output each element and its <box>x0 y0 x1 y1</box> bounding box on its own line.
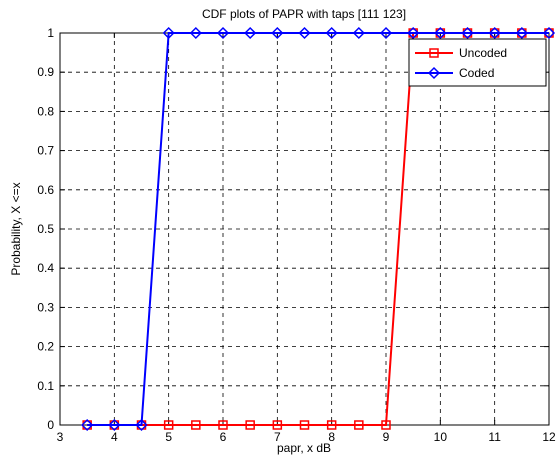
square-marker <box>163 420 174 430</box>
diamond-marker <box>189 26 202 40</box>
grid <box>60 33 549 425</box>
x-tick-label: 6 <box>220 430 227 444</box>
diamond-marker <box>427 66 441 80</box>
series-group <box>81 26 556 432</box>
y-axis-label: Probability, X <=x <box>9 182 23 275</box>
diamond-marker <box>216 26 230 40</box>
x-tick-label: 9 <box>383 430 390 444</box>
square-marker <box>245 420 255 430</box>
diamond-marker <box>461 26 474 40</box>
y-tick-label: 0.8 <box>37 104 54 118</box>
x-tick-label: 8 <box>328 430 335 444</box>
y-tick-label: 0.6 <box>37 183 54 197</box>
diamond-marker <box>271 26 284 40</box>
x-tick-label: 11 <box>488 430 501 444</box>
diamond-marker <box>135 418 148 432</box>
diamond-marker <box>162 26 175 40</box>
diamond-marker <box>434 26 447 40</box>
x-tick-label: 12 <box>542 430 556 444</box>
square-marker <box>191 420 201 430</box>
y-tick-label: 0.4 <box>37 261 54 275</box>
legend-box <box>408 38 547 87</box>
series-coded <box>81 26 556 432</box>
diamond-marker <box>108 418 121 432</box>
diamond-marker <box>542 26 556 40</box>
x-tick-label: 4 <box>111 430 118 444</box>
y-tick-label: 0.9 <box>37 65 54 79</box>
diamond-marker <box>325 26 338 40</box>
legend-label: Uncoded <box>459 46 507 60</box>
y-tick-label: 0.3 <box>37 300 54 314</box>
square-marker <box>299 420 310 430</box>
square-marker <box>272 420 283 430</box>
diamond-marker <box>488 26 501 40</box>
diamond-marker <box>81 418 94 432</box>
y-tick-label: 0.7 <box>37 144 54 158</box>
chart-title: CDF plots of PAPR with taps [111 123] <box>202 7 406 21</box>
legend: Uncoded Coded <box>408 38 547 87</box>
diamond-marker <box>407 26 420 40</box>
y-tick-label: 0.5 <box>37 222 54 236</box>
square-marker <box>429 48 439 58</box>
x-tick-label: 3 <box>57 430 64 444</box>
diamond-marker <box>244 26 257 40</box>
y-tick-label: 0.2 <box>37 340 54 354</box>
diamond-marker <box>298 26 311 40</box>
x-tick-label: 5 <box>165 430 172 444</box>
y-tick-label: 0 <box>47 418 54 432</box>
square-marker <box>218 420 228 430</box>
x-tick-label: 7 <box>274 430 281 444</box>
square-marker <box>354 420 364 430</box>
y-tick-label: 0.1 <box>37 379 54 393</box>
square-marker <box>381 420 391 430</box>
y-tick-label: 1 <box>47 26 54 40</box>
x-axis-label: papr, x dB <box>277 441 331 455</box>
x-tick-label: 10 <box>434 430 448 444</box>
diamond-marker <box>379 26 393 40</box>
square-marker <box>326 420 337 430</box>
legend-label: Coded <box>459 66 494 80</box>
diamond-marker <box>515 26 528 40</box>
diamond-marker <box>352 26 365 40</box>
